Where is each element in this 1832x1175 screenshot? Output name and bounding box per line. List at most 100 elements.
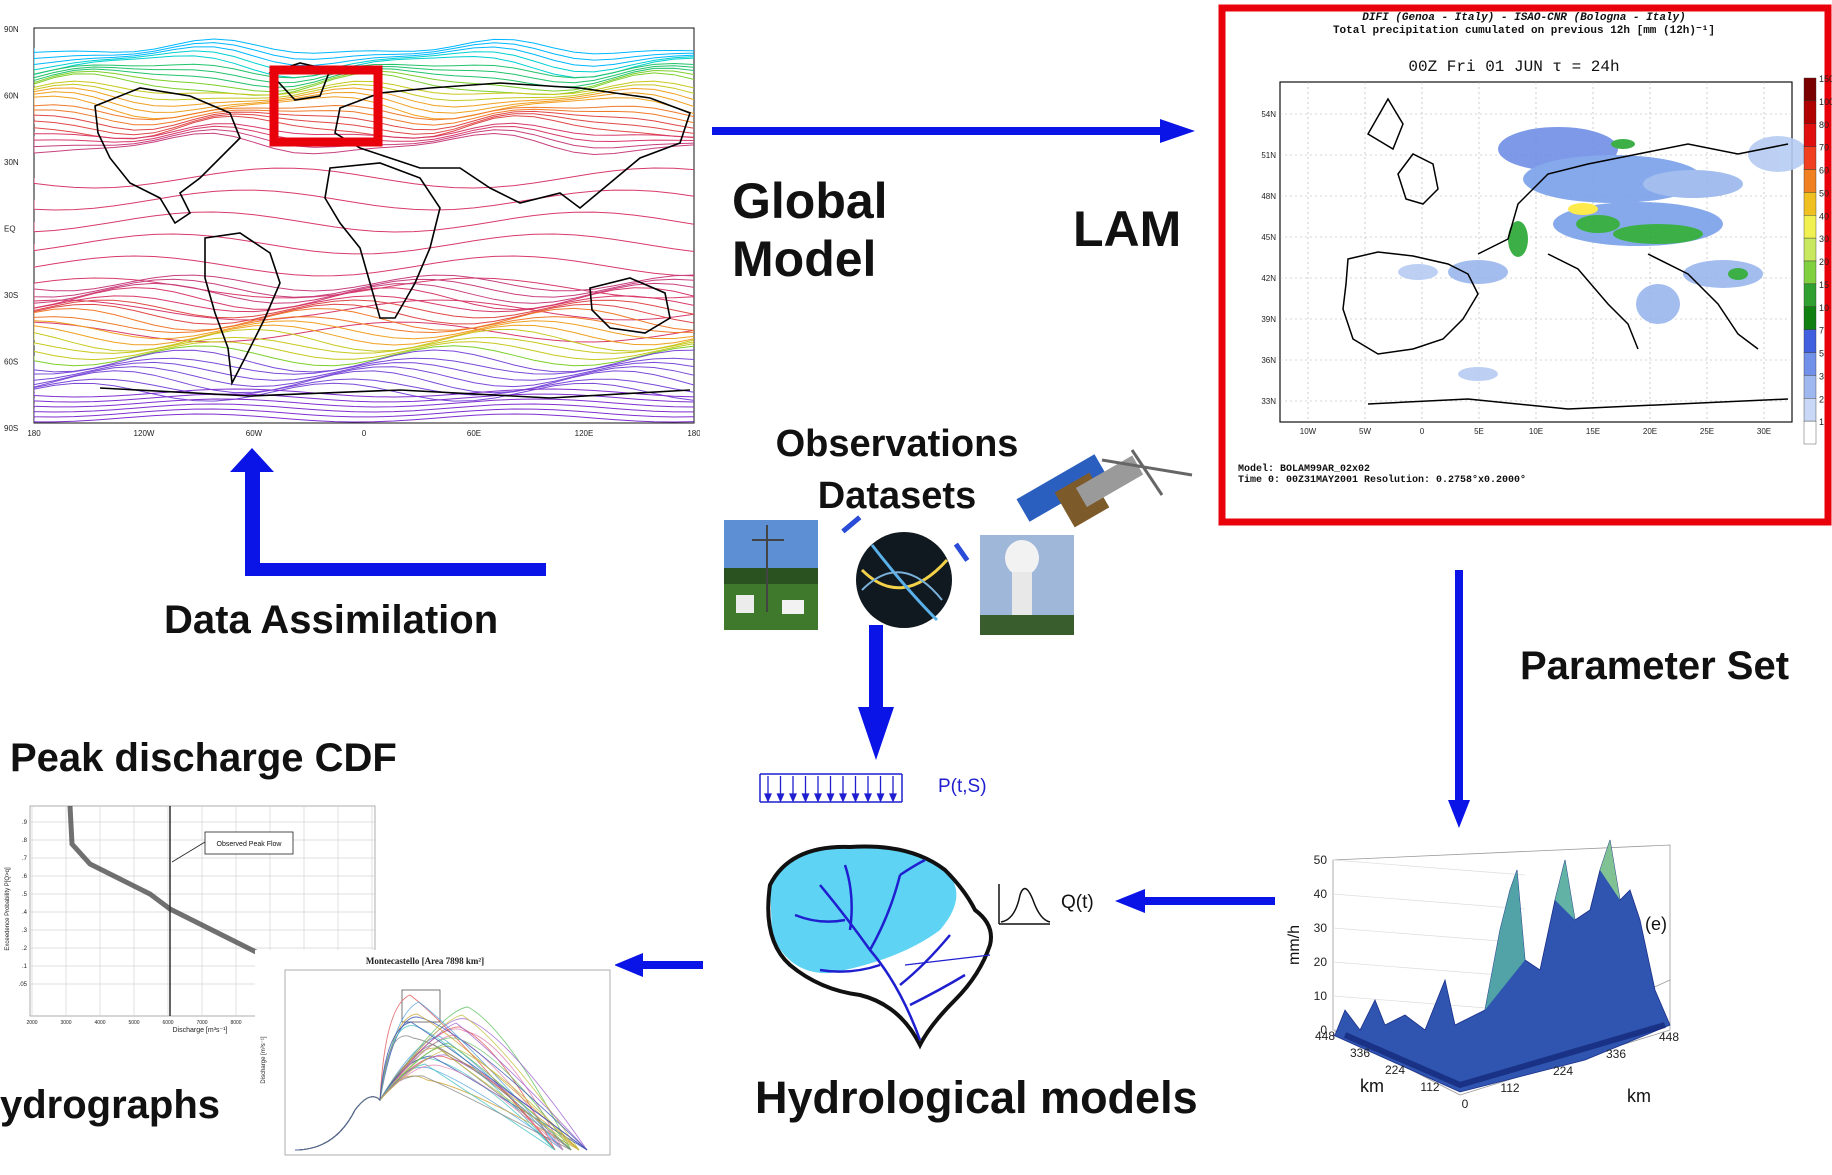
lam-lon-tick: 25E <box>1700 427 1714 436</box>
cdf-y-tick: .3 <box>22 928 28 934</box>
global-model-label-line2: Model <box>732 231 877 287</box>
surface-z-label: mm/h <box>1286 925 1303 965</box>
cdf-x-tick: 6000 <box>162 1020 173 1026</box>
lam-map: DIFI (Genoa - Italy) - ISAO-CNR (Bologna… <box>1218 4 1832 526</box>
lam-footer-time: Time 0: 00Z31MAY2001 Resolution: 0.2758°… <box>1238 474 1526 486</box>
surface-z-tick: 50 <box>1314 853 1328 867</box>
scale-value: 30 <box>1819 234 1829 244</box>
scale-value: 40 <box>1819 211 1829 221</box>
basin-outline <box>766 844 993 1050</box>
lam-lat-tick: 48N <box>1261 192 1276 201</box>
precip-color-scale: 150 100 80 70 60 50 40 30 20 15 10 7 5 3 2 1 <box>1803 74 1832 445</box>
lon-tick-labels: 180 120W 60W 0 60E 120E 180 <box>27 429 701 438</box>
precip-input-label: P(t,S) <box>938 776 987 797</box>
surface-y-tick: 336 <box>1350 1046 1370 1060</box>
cdf-y-ticks: .9 .8 .7 .6 .5 .4 .3 .2 .1 .05 <box>19 820 28 988</box>
surface-y-tick: 224 <box>1385 1063 1405 1077</box>
lam-lon-tick: 5W <box>1359 427 1371 436</box>
surface-x-tick: 336 <box>1606 1047 1626 1061</box>
lon-tick-label: 60E <box>467 429 481 438</box>
cdf-y-tick: .9 <box>22 820 28 826</box>
lon-tick-label: 60W <box>246 429 263 438</box>
surface-y-tick: 448 <box>1315 1029 1335 1043</box>
surface-z-tick: 20 <box>1314 955 1328 969</box>
scale-value: 5 <box>1819 349 1824 359</box>
parameter-set-label: Parameter Set <box>1520 644 1790 688</box>
surface-x-tick: 224 <box>1553 1064 1573 1078</box>
surface-z-tick: 30 <box>1314 921 1328 935</box>
surface-panel-tag: (e) <box>1645 914 1667 934</box>
scale-value: 7 <box>1819 326 1824 336</box>
lam-lat-tick: 33N <box>1261 397 1276 406</box>
data-assimilation-label: Data Assimilation <box>164 598 499 642</box>
lam-footer-model: Model: BOLAM99AR_02x02 <box>1238 463 1370 475</box>
arrow-data-assimilation <box>250 563 546 576</box>
scale-value: 3 <box>1819 371 1824 381</box>
cdf-x-tick: 2000 <box>26 1020 37 1026</box>
global-model-map: 90N 60N 30N EQ 30S 60S 90S 180 120W 60W 0 60E 120E 1… <box>0 18 701 438</box>
cdf-x-tick: 7000 <box>196 1020 207 1026</box>
surface-z-ticks: 50 40 30 20 10 0 <box>1314 853 1328 1037</box>
hydro-title: Montecastello [Area 7898 km²] <box>366 956 484 966</box>
lon-tick-label: 120E <box>575 429 594 438</box>
arrow-parameter-set-down <box>1455 570 1463 802</box>
cdf-x-tick: 5000 <box>128 1020 139 1026</box>
hydrological-models-label: Hydrological models <box>755 1072 1198 1123</box>
cdf-y-tick: .2 <box>22 946 28 952</box>
surface-z-tick: 10 <box>1314 989 1328 1003</box>
lat-tick-label: 90N <box>4 25 19 34</box>
cdf-y-tick: .5 <box>22 892 28 898</box>
lam-lat-tick: 51N <box>1261 151 1276 160</box>
cdf-y-tick: .1 <box>22 964 28 970</box>
lam-lat-tick-labels: 54N 51N 48N 45N 42N 39N 36N 33N <box>1261 110 1276 406</box>
radar-tower-photo <box>980 535 1074 635</box>
lam-lon-tick-labels: 10W 5W 0 5E 10E 15E 20E 25E 30E <box>1300 427 1771 436</box>
peak-discharge-cdf-label: Peak discharge CDF <box>10 736 397 780</box>
hydro-y-label: Discharge [m³s⁻¹] <box>261 1036 267 1084</box>
scale-value: 150 <box>1819 74 1832 84</box>
lam-lon-tick: 30E <box>1757 427 1771 436</box>
lam-lon-tick: 10E <box>1529 427 1543 436</box>
hydrograph-plot: Montecastello [Area 7898 km²] Discharge … <box>255 950 615 1170</box>
scale-value: 15 <box>1819 280 1829 290</box>
cdf-y-tick: .05 <box>19 982 28 988</box>
surface-y-unit: km <box>1360 1076 1384 1096</box>
observations-label-line1: Observations <box>775 423 1019 465</box>
lam-domain-box <box>269 65 383 147</box>
lam-lon-tick: 20E <box>1643 427 1657 436</box>
cdf-y-tick: .8 <box>22 838 28 844</box>
lam-lon-tick: 5E <box>1474 427 1484 436</box>
surface-y-tick: 0 <box>1462 1097 1469 1111</box>
lam-lat-tick: 42N <box>1261 274 1276 283</box>
surface-x-ticks: 112 224 336 448 <box>1500 1030 1679 1095</box>
lon-tick-label: 180 <box>27 429 41 438</box>
lam-subtitle: 00Z Fri 01 JUN τ = 24h <box>1408 58 1619 76</box>
lam-lat-tick: 45N <box>1261 233 1276 242</box>
surface-x-tick: 448 <box>1659 1030 1679 1044</box>
surface-x-tick: 112 <box>1500 1081 1519 1095</box>
scale-value: 2 <box>1819 394 1824 404</box>
continent-outlines <box>94 62 692 399</box>
weather-station-photo <box>724 520 818 630</box>
observations-label-line2: Datasets <box>817 475 977 517</box>
scale-value: 20 <box>1819 257 1829 267</box>
lam-precip-chart: DIFI (Genoa - Italy) - ISAO-CNR (Bologna… <box>1218 4 1832 526</box>
lam-header-line1: DIFI (Genoa - Italy) - ISAO-CNR (Bologna… <box>1362 12 1685 24</box>
lam-coastlines <box>1342 97 1789 410</box>
runoff-output-symbol: Q(t) <box>995 880 1115 930</box>
scale-value: 80 <box>1819 120 1829 130</box>
surface-z-tick: 0 <box>1320 1023 1327 1037</box>
basin-diagram <box>750 835 1120 1055</box>
lam-lat-tick: 39N <box>1261 315 1276 324</box>
cdf-x-tick: 8000 <box>230 1020 241 1026</box>
observations-label: Observations Datasets <box>752 418 1042 522</box>
surface-z-tick: 40 <box>1314 887 1328 901</box>
lam-label: LAM <box>1073 201 1182 257</box>
scale-value: 10 <box>1819 303 1829 313</box>
lam-lon-tick: 10W <box>1300 427 1317 436</box>
cdf-y-tick: .6 <box>22 874 28 880</box>
ensemble-hydrographs <box>294 994 588 1151</box>
lon-tick-label: 180 <box>687 429 700 438</box>
lon-tick-label: 120W <box>134 429 155 438</box>
